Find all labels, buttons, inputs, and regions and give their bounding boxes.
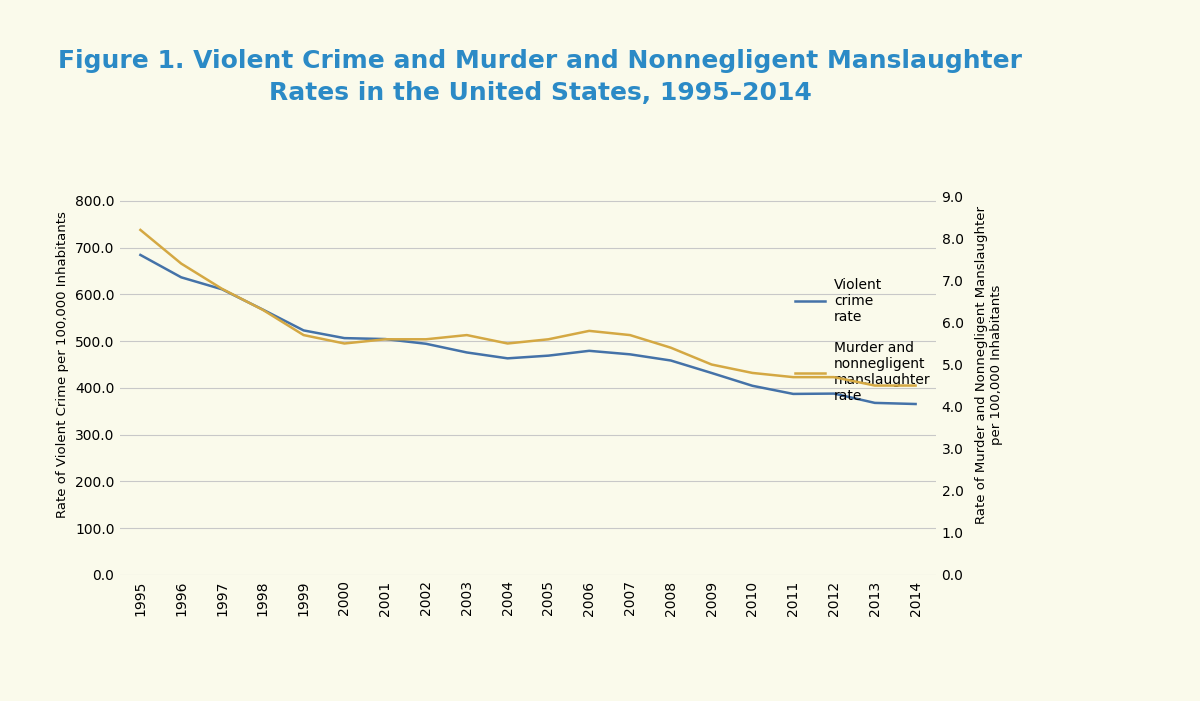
Text: Figure 1. Violent Crime and Murder and Nonnegligent Manslaughter
Rates in the Un: Figure 1. Violent Crime and Murder and N… bbox=[58, 49, 1022, 104]
Murder and
nonnegligent
manslaughter
rate bbox=[378, 335, 392, 343]
Violent
crime
rate bbox=[133, 251, 148, 259]
Line: Murder and
nonnegligent
manslaughter
rate: Murder and nonnegligent manslaughter rat… bbox=[140, 230, 916, 386]
Violent
crime
rate bbox=[500, 354, 515, 362]
Murder and
nonnegligent
manslaughter
rate bbox=[133, 226, 148, 234]
Murder and
nonnegligent
manslaughter
rate bbox=[704, 360, 719, 369]
Violent
crime
rate bbox=[460, 348, 474, 357]
Murder and
nonnegligent
manslaughter
rate bbox=[827, 373, 841, 381]
Violent
crime
rate bbox=[827, 389, 841, 397]
Murder and
nonnegligent
manslaughter
rate bbox=[215, 285, 229, 293]
Violent
crime
rate bbox=[582, 346, 596, 355]
Violent
crime
rate bbox=[786, 390, 800, 398]
Violent
crime
rate bbox=[296, 326, 311, 334]
Murder and
nonnegligent
manslaughter
rate bbox=[419, 335, 433, 343]
Murder and
nonnegligent
manslaughter
rate bbox=[745, 369, 760, 377]
Violent
crime
rate bbox=[623, 350, 637, 358]
Murder and
nonnegligent
manslaughter
rate bbox=[500, 339, 515, 348]
Murder and
nonnegligent
manslaughter
rate bbox=[337, 339, 352, 348]
Legend: Violent
crime
rate, Murder and
nonnegligent
manslaughter
rate: Violent crime rate, Murder and nonneglig… bbox=[790, 272, 936, 409]
Murder and
nonnegligent
manslaughter
rate bbox=[623, 331, 637, 339]
Violent
crime
rate bbox=[419, 339, 433, 348]
Violent
crime
rate bbox=[868, 399, 882, 407]
Y-axis label: Rate of Violent Crime per 100,000 Inhabitants: Rate of Violent Crime per 100,000 Inhabi… bbox=[56, 211, 70, 518]
Violent
crime
rate bbox=[908, 400, 923, 408]
Murder and
nonnegligent
manslaughter
rate bbox=[582, 327, 596, 335]
Murder and
nonnegligent
manslaughter
rate bbox=[908, 381, 923, 390]
Violent
crime
rate bbox=[337, 334, 352, 342]
Murder and
nonnegligent
manslaughter
rate bbox=[786, 373, 800, 381]
Murder and
nonnegligent
manslaughter
rate bbox=[664, 343, 678, 352]
Violent
crime
rate bbox=[378, 335, 392, 343]
Violent
crime
rate bbox=[704, 369, 719, 377]
Violent
crime
rate bbox=[664, 356, 678, 365]
Murder and
nonnegligent
manslaughter
rate bbox=[541, 335, 556, 343]
Murder and
nonnegligent
manslaughter
rate bbox=[256, 306, 270, 314]
Line: Violent
crime
rate: Violent crime rate bbox=[140, 255, 916, 404]
Y-axis label: Rate of Murder and Nonnegligent Manslaughter
per 100,000 Inhabitants: Rate of Murder and Nonnegligent Manslaug… bbox=[974, 205, 1003, 524]
Violent
crime
rate bbox=[745, 381, 760, 390]
Murder and
nonnegligent
manslaughter
rate bbox=[296, 331, 311, 339]
Murder and
nonnegligent
manslaughter
rate bbox=[460, 331, 474, 339]
Violent
crime
rate bbox=[541, 351, 556, 360]
Violent
crime
rate bbox=[174, 273, 188, 282]
Violent
crime
rate bbox=[215, 285, 229, 294]
Murder and
nonnegligent
manslaughter
rate bbox=[868, 381, 882, 390]
Violent
crime
rate bbox=[256, 306, 270, 314]
Murder and
nonnegligent
manslaughter
rate bbox=[174, 259, 188, 268]
